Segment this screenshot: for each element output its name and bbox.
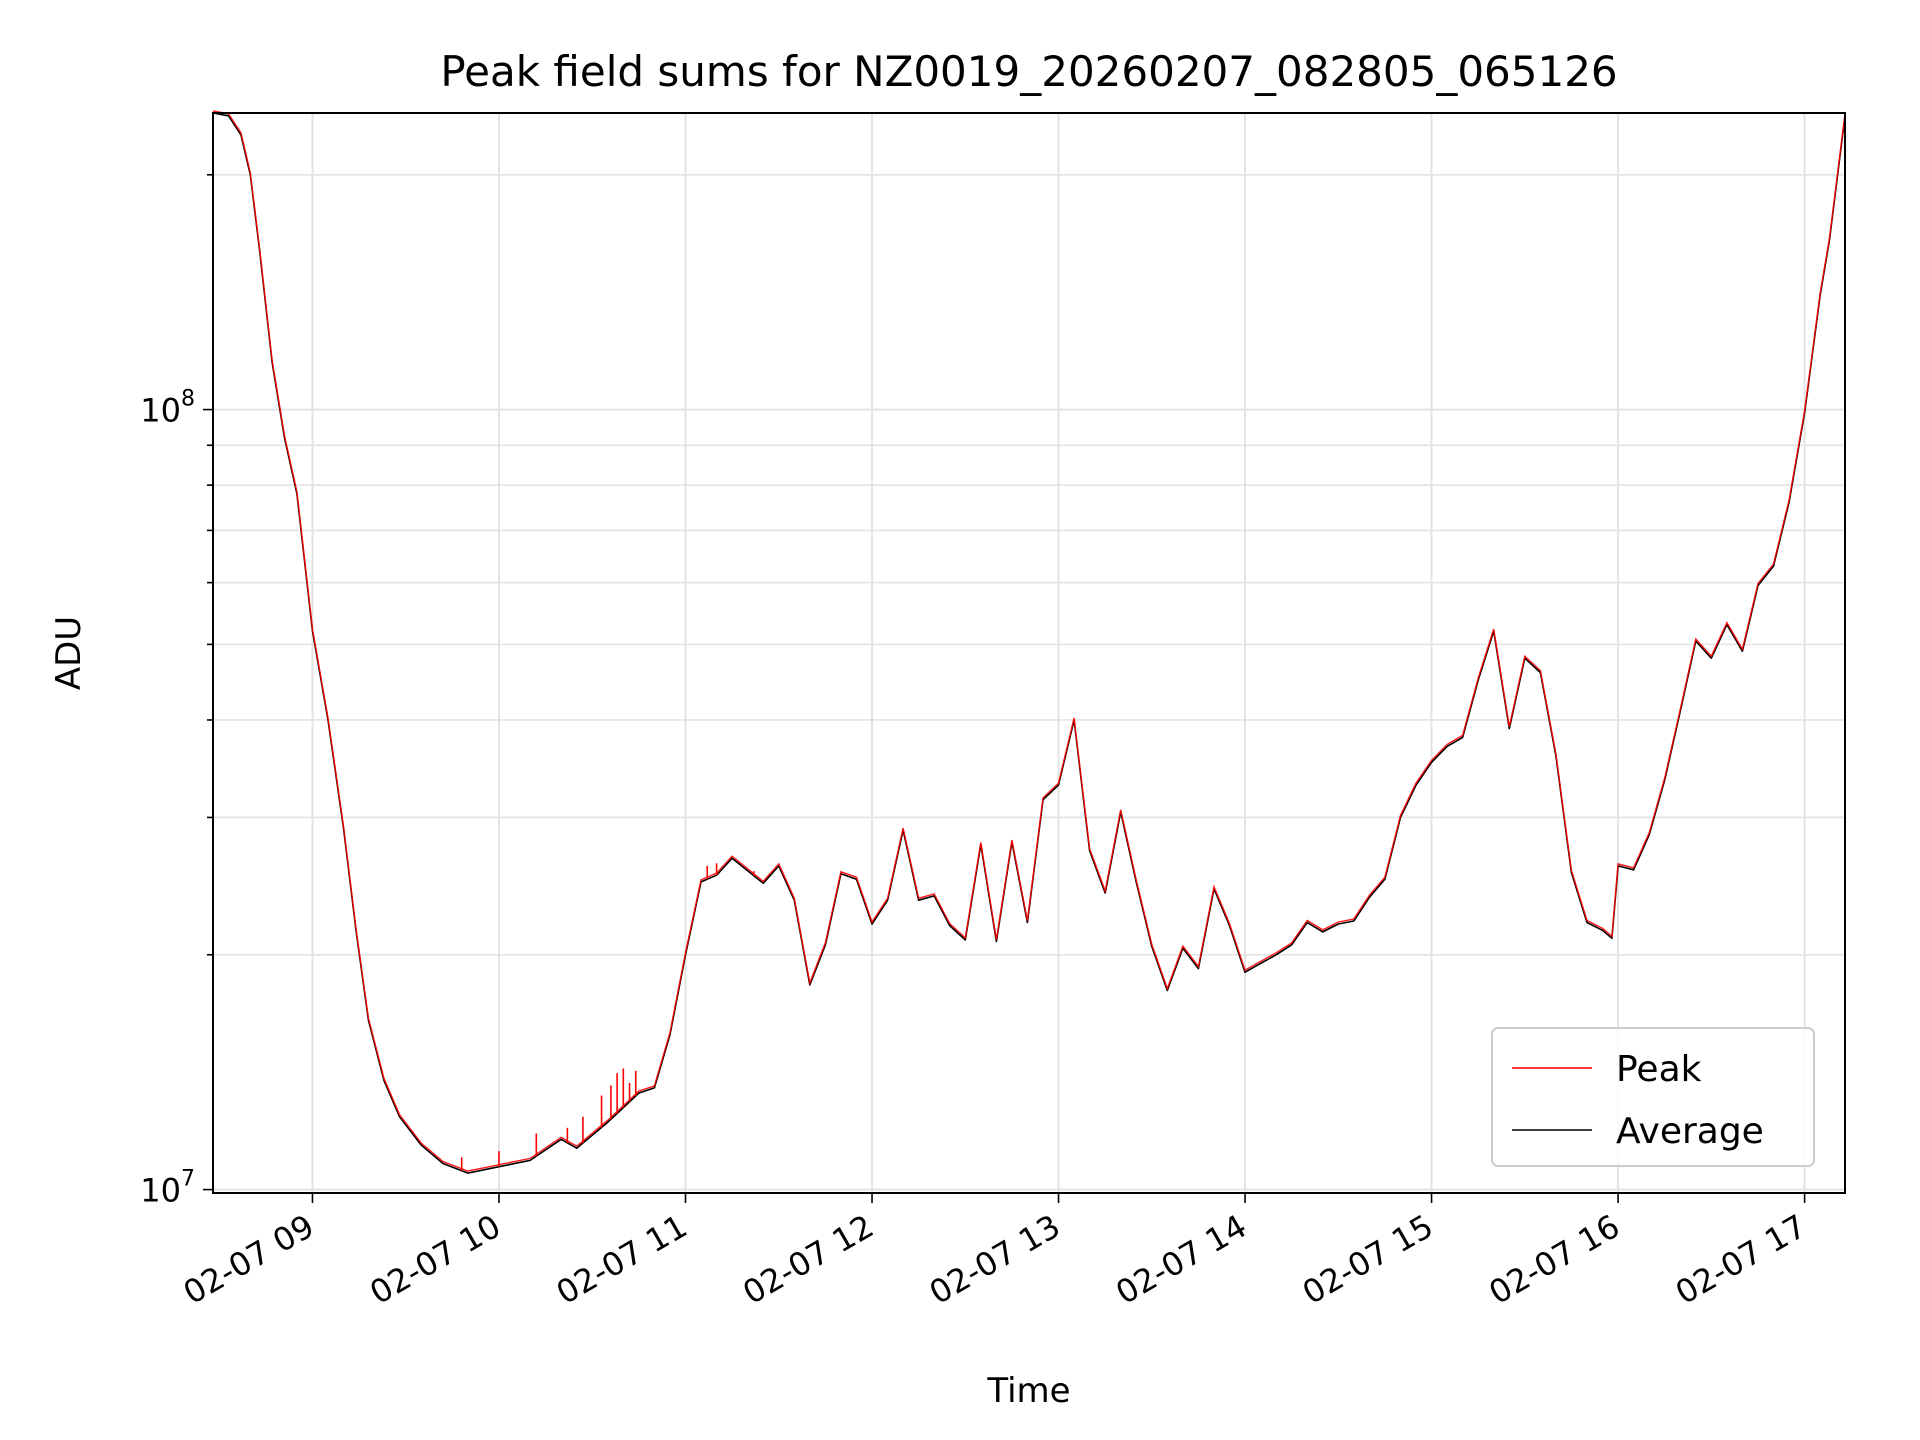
y-tick-label: 107: [140, 1167, 195, 1210]
legend: Peak Average: [1491, 1027, 1815, 1167]
grid: [213, 113, 1845, 1193]
y-tick-label-base: 10: [140, 392, 181, 430]
y-tick-label-exponent: 8: [181, 387, 195, 412]
y-axis-label: ADU: [49, 616, 89, 690]
chart-title: Peak field sums for NZ0019_20260207_0828…: [440, 47, 1617, 96]
legend-label-peak: Peak: [1616, 1049, 1702, 1090]
y-tick-label-base: 10: [140, 1172, 181, 1210]
peak-line: [212, 110, 1846, 1172]
plot-frame: [212, 112, 1846, 1194]
y-tick-label-exponent: 7: [181, 1167, 195, 1192]
y-tick-label: 108: [140, 387, 195, 430]
legend-label-average: Average: [1616, 1111, 1764, 1152]
series-peak: [212, 110, 1846, 1172]
legend-box: [1491, 1027, 1815, 1167]
x-axis-label: Time: [986, 1371, 1070, 1411]
